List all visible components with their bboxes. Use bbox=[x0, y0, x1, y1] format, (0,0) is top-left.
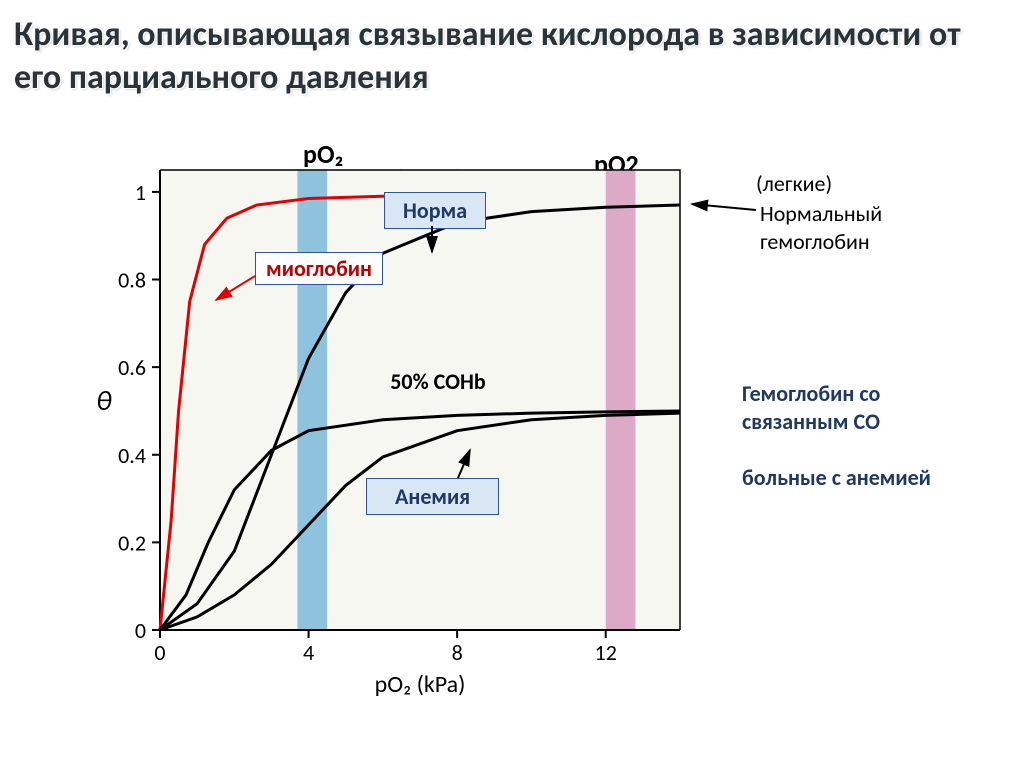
leader-arrows bbox=[0, 0, 1024, 767]
